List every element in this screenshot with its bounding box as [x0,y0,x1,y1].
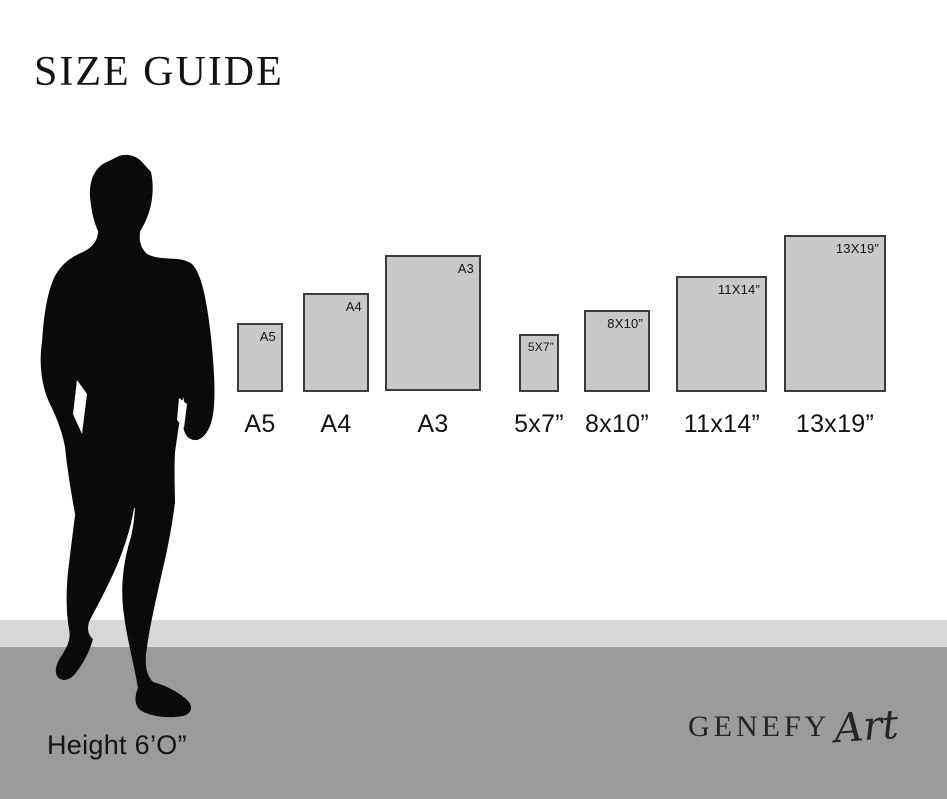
size-box-tag: A4 [345,299,362,314]
size-label-a4: A4 [320,410,352,438]
size-box-tag: 5X7” [527,340,554,354]
size-label-8x10: 8x10” [584,410,650,438]
size-box-a4: A4 [303,293,369,392]
size-label-a5: A5 [244,410,276,438]
size-box-tag: 8X10” [607,316,643,331]
size-label-11x14: 11x14” [683,410,761,438]
size-label-13x19: 13x19” [795,410,875,438]
size-box-5x7: 5X7” [519,334,559,392]
size-box-a3: A3 [385,255,481,391]
size-box-tag: A3 [457,261,474,276]
brand-suffix: Art [833,701,901,753]
brand-name: GENEFY [688,710,831,743]
floor [0,647,947,799]
size-label-a3: A3 [417,410,449,438]
size-box-8x10: 8X10” [584,310,650,392]
brand-logo: GENEFY Art [688,700,900,752]
size-box-tag: 11X14” [717,282,760,297]
size-box-13x19: 13X19” [784,235,886,392]
page-title: SIZE GUIDE [34,49,284,95]
man-silhouette [40,154,215,718]
size-box-11x14: 11X14” [676,276,767,392]
size-box-a5: A5 [237,323,283,392]
size-label-5x7: 5x7” [514,410,564,438]
floor-edge-strip [0,620,947,647]
size-box-tag: 13X19” [835,241,879,256]
height-label: Height 6’O” [47,730,187,760]
size-box-tag: A5 [259,329,276,344]
